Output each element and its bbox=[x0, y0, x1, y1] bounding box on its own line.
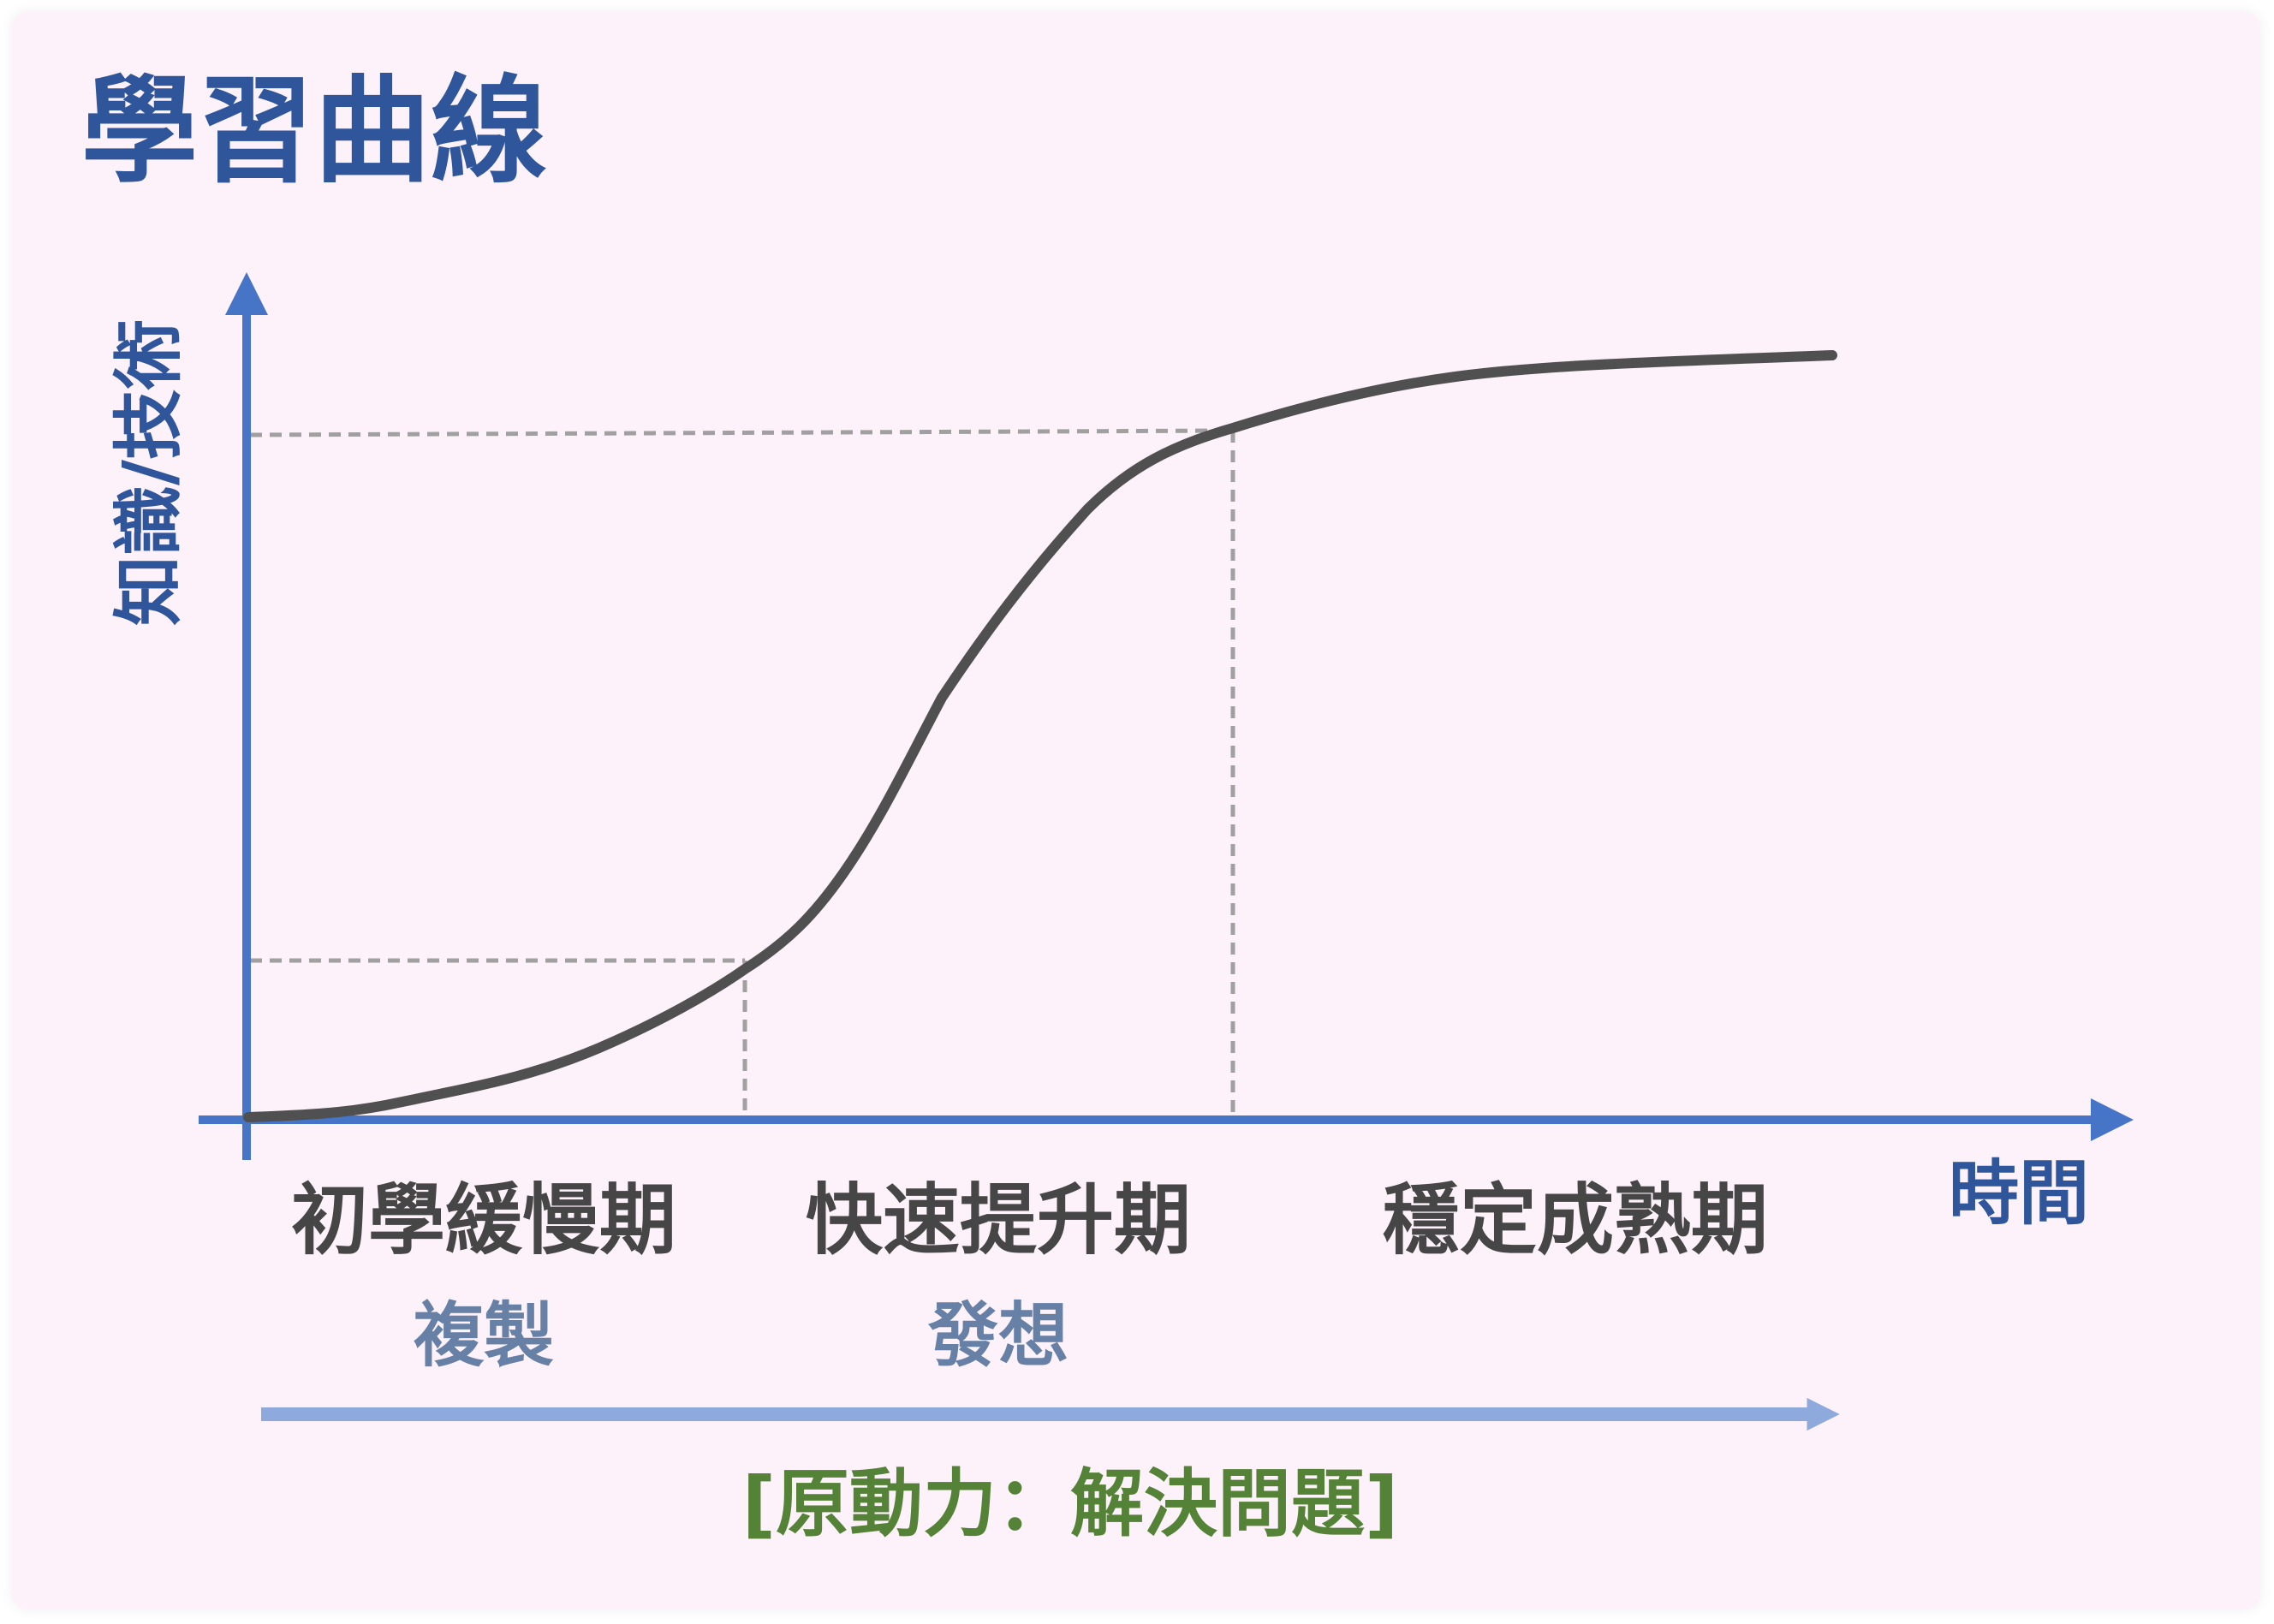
phase-label-rapid-growth: 快速提升期 bbox=[806, 1175, 1191, 1265]
guide-lines bbox=[249, 428, 1235, 1117]
diagram-card: 學習曲線 知識/技術 時間 初學緩慢期 快速提升期 穩定成熟期 複製 發想 [原… bbox=[12, 12, 2260, 1609]
diagram-title: 學習曲線 bbox=[81, 64, 547, 199]
y-axis-label: 知識/技術 bbox=[109, 319, 190, 626]
x-axis-label: 時間 bbox=[1949, 1153, 2089, 1234]
phase-label-stable-mature: 穩定成熟期 bbox=[1383, 1175, 1768, 1265]
phase-sub-label-copy: 複製 bbox=[414, 1295, 554, 1377]
guide-line-horizontal-high bbox=[249, 428, 1234, 437]
learning-curve bbox=[243, 350, 1837, 1122]
motive-label: [原動力：解決問題] bbox=[742, 1461, 1399, 1547]
phase-label-initial-slow: 初學緩慢期 bbox=[291, 1175, 676, 1265]
learning-curve-diagram: 學習曲線 知識/技術 時間 初學緩慢期 快速提升期 穩定成熟期 複製 發想 [原… bbox=[12, 12, 2260, 1609]
background-panel bbox=[12, 12, 2260, 1609]
phase-sub-label-ideate: 發想 bbox=[927, 1295, 1069, 1377]
